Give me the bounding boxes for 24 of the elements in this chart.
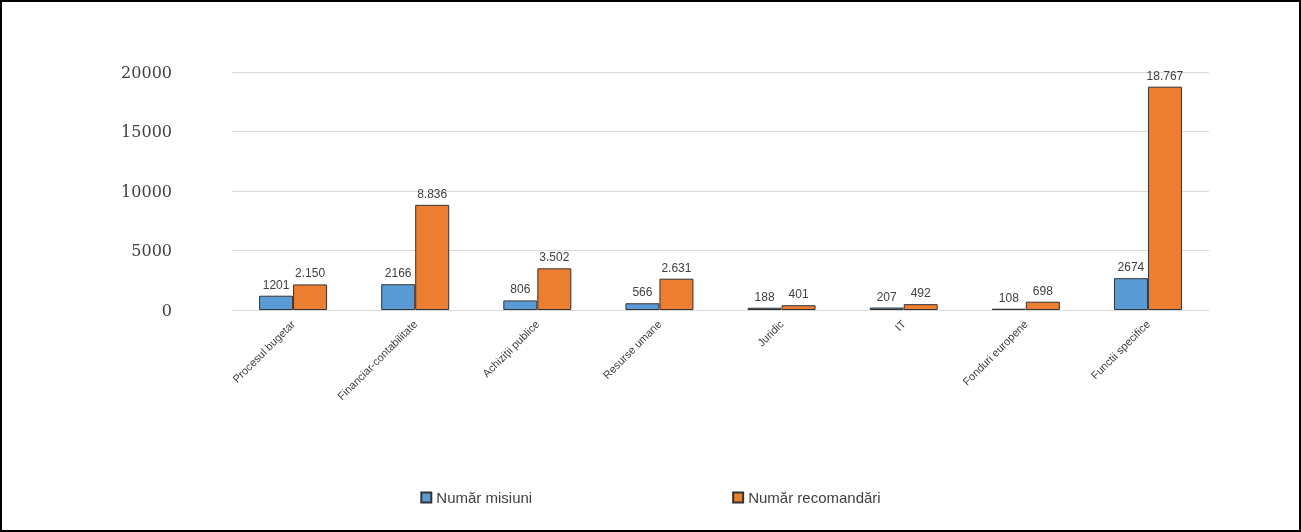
data-label: 566 [632, 285, 653, 300]
data-label: 698 [1032, 283, 1054, 298]
y-tick-label: 10000 [121, 181, 172, 201]
y-tick-label: 15000 [121, 122, 172, 141]
data-label: 207 [876, 289, 898, 304]
data-label: 492 [910, 286, 932, 301]
legend-label: Număr misiuni [436, 489, 533, 506]
y-tick-label: 5000 [131, 241, 172, 260]
data-label: 108 [998, 290, 1020, 305]
y-tick-label: 20000 [121, 62, 172, 82]
data-label: 2166 [384, 266, 412, 281]
data-label: 401 [788, 287, 809, 302]
data-label: 2674 [1117, 260, 1145, 275]
data-label: 1201 [262, 277, 290, 292]
x-tick-label: IT [892, 317, 909, 334]
data-label: 2.631 [661, 260, 692, 275]
data-label: 8.836 [417, 186, 448, 201]
data-label: 2.150 [295, 266, 326, 281]
y-tick-label: 0 [161, 300, 172, 320]
data-label: 806 [510, 282, 531, 297]
data-label: 18.767 [1146, 68, 1184, 83]
data-label: 188 [754, 289, 775, 304]
legend-label: Număr recomandări [748, 489, 881, 506]
data-label: 3.502 [539, 250, 570, 265]
